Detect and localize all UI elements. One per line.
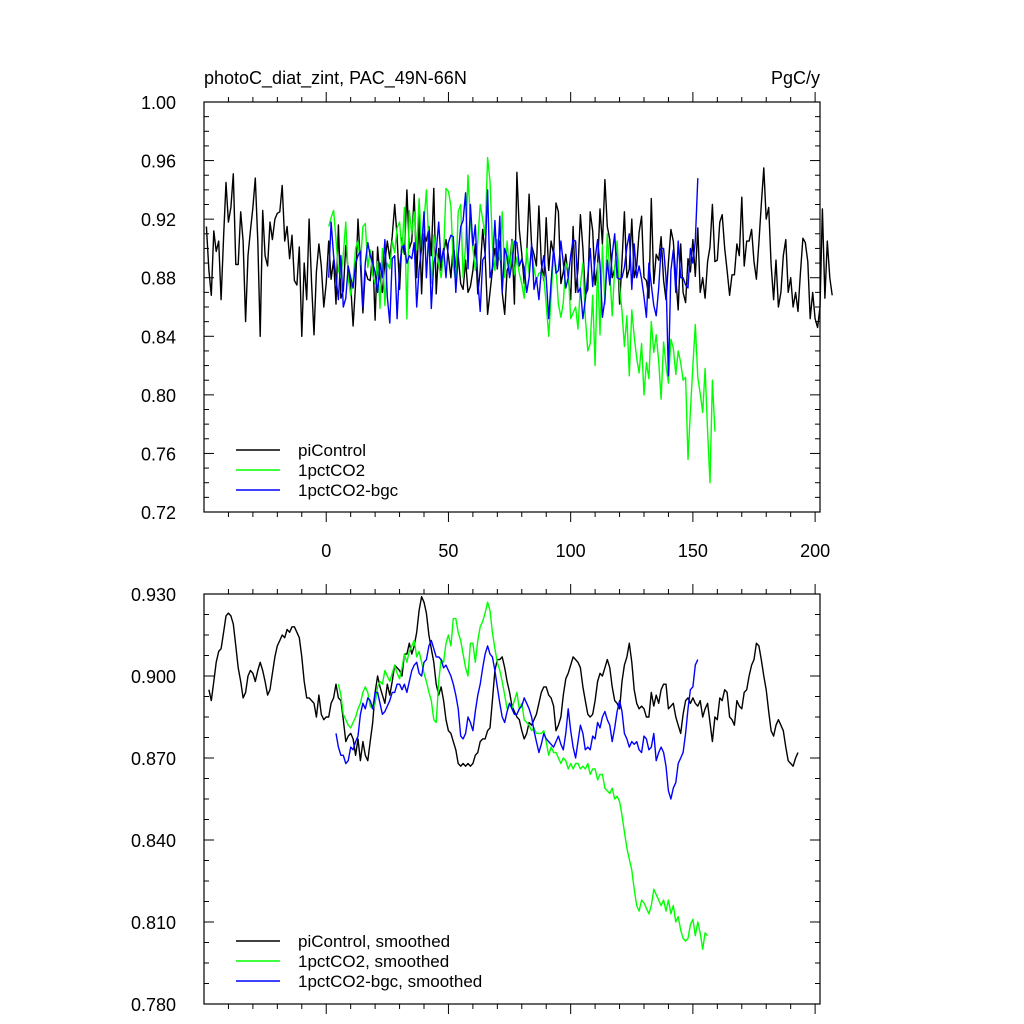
- top-series-group: [205, 156, 833, 484]
- bottom-panel: 0.780 0.810 0.840 0.870 0.900 0.930 piControl…: [131, 584, 821, 1015]
- bottom-ytick-label: 0.810: [131, 913, 176, 933]
- bottom-ytick-label: 0.870: [131, 749, 176, 769]
- bottom-legend-label: 1pctCO2, smoothed: [298, 952, 449, 971]
- bottom-legend-label: 1pctCO2-bgc, smoothed: [298, 972, 482, 991]
- top-ytick-label: 0.80: [141, 386, 176, 406]
- top-xtick-label: 100: [556, 541, 586, 561]
- bottom-series-1: [337, 601, 709, 950]
- top-ytick-label: 0.72: [141, 503, 176, 523]
- top-axes: 0.72 0.76 0.80 0.84 0.88 0.92 0.96 1.00 0 50 100 15…: [141, 92, 830, 561]
- units-label: PgC/y: [771, 68, 820, 88]
- bottom-series-group: [208, 596, 799, 950]
- plot-title: photoC_diat_zint, PAC_49N-66N: [204, 68, 467, 89]
- top-xtick-label: 200: [800, 541, 830, 561]
- top-series-0: [205, 167, 833, 337]
- top-plot-frame: [203, 101, 821, 513]
- top-series-2: [328, 178, 699, 377]
- top-series-1: [328, 156, 716, 484]
- top-ytick-label: 0.84: [141, 327, 176, 347]
- top-ytick-label: 1.00: [141, 93, 176, 113]
- bottom-axes: 0.780 0.810 0.840 0.870 0.900 0.930: [131, 584, 820, 1015]
- top-ytick-label: 0.92: [141, 210, 176, 230]
- top-ytick-label: 0.88: [141, 269, 176, 289]
- top-legend-label: piControl: [298, 441, 366, 460]
- bottom-legend-label: piControl, smoothed: [298, 932, 450, 951]
- top-panel: 0.72 0.76 0.80 0.84 0.88 0.92 0.96 1.00 0 50 100 15…: [141, 92, 833, 561]
- bottom-series-2: [335, 639, 699, 800]
- top-ytick-label: 0.96: [141, 152, 176, 172]
- bottom-ytick-label: 0.840: [131, 831, 176, 851]
- top-legend-label: 1pctCO2: [298, 461, 365, 480]
- top-legend-label: 1pctCO2-bgc: [298, 481, 399, 500]
- bottom-series-0: [208, 596, 799, 767]
- top-ytick-label: 0.76: [141, 444, 176, 464]
- bottom-ytick-label: 0.780: [131, 995, 176, 1015]
- bottom-ytick-label: 0.900: [131, 667, 176, 687]
- top-xtick-label: 150: [678, 541, 708, 561]
- top-xtick-label: 50: [438, 541, 458, 561]
- top-xtick-label: 0: [321, 541, 331, 561]
- bottom-ytick-label: 0.930: [131, 585, 176, 605]
- bottom-plot-frame: [203, 593, 821, 1005]
